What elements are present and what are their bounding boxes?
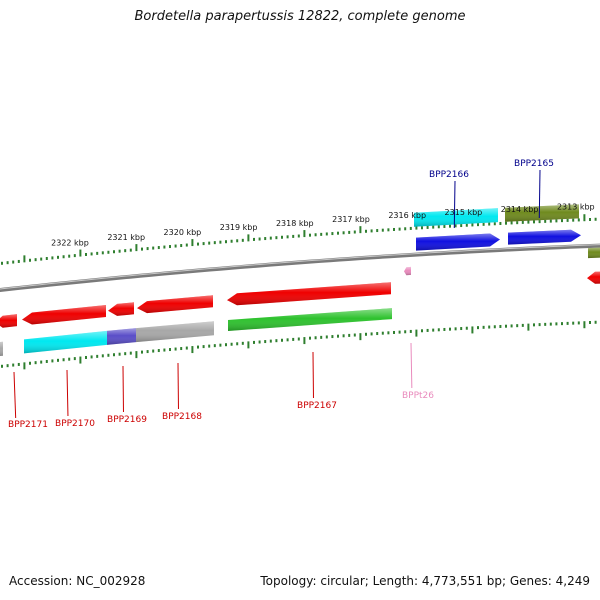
feature-olive-right (588, 247, 600, 259)
feature-gray (136, 321, 214, 343)
feature-gray-left (0, 341, 3, 357)
gene-leader-line (538, 169, 541, 219)
ruler-label: 2321 kbp (107, 233, 145, 242)
genome-summary-text: Topology: circular; Length: 4,773,551 bp… (260, 574, 590, 588)
gene-leader-line (13, 371, 17, 419)
feature-cyan-2-shade (414, 208, 498, 227)
gene-bpp2167 (227, 282, 391, 306)
trna-bppt26-shade (404, 266, 411, 276)
ruler-label: 2314 kbp (501, 205, 539, 214)
ruler-label: 2315 kbp (445, 208, 483, 217)
feature-green-shade (228, 308, 392, 331)
gene-bpp2170-shade (22, 305, 106, 325)
trna-bppt26 (404, 266, 411, 276)
gene-bpp2164-shade (587, 271, 600, 284)
feature-purple-shade (107, 328, 136, 345)
ruler-label: 2320 kbp (164, 228, 202, 237)
gene-bpp2170 (22, 305, 106, 325)
gene-bpp2169-shade (108, 302, 134, 316)
feature-gray-shade (136, 321, 214, 343)
gene-bpp2166-shade (416, 233, 500, 251)
accession-text: Accession: NC_002928 (9, 574, 146, 588)
genome-title: Bordetella parapertussis 12822, complete… (134, 9, 466, 24)
gene-leader-line (453, 180, 456, 229)
gene-bpp2164 (587, 271, 600, 284)
gene-leader-line (66, 369, 69, 417)
feature-cyan-1-shade (24, 330, 107, 354)
gene-label: BPP2165 (514, 159, 554, 169)
gene-bpp2168-shade (137, 295, 213, 314)
ruler-label: 2322 kbp (51, 239, 89, 248)
feature-cyan-2 (414, 208, 498, 227)
genome-backbone-highlight (0, 244, 600, 290)
ruler-label: 2316 kbp (388, 211, 426, 220)
feature-cyan-1 (24, 330, 107, 354)
gene-label: BPP2169 (107, 415, 147, 425)
ruler-label: 2318 kbp (276, 219, 314, 228)
gene-leader-line (410, 342, 413, 389)
gene-bpp2168 (137, 295, 213, 314)
gene-bpp2166 (416, 233, 500, 251)
feature-gray-left-shade (0, 341, 3, 357)
ruler-label: 2319 kbp (220, 223, 258, 232)
feature-olive-right-shade (588, 247, 600, 259)
feature-olive (505, 204, 579, 222)
gene-bpp2171 (0, 314, 17, 328)
gene-label: BPPt26 (402, 391, 434, 401)
genome-backbone (0, 243, 600, 293)
feature-olive-shade (505, 204, 579, 222)
gene-label: BPP2166 (429, 170, 469, 180)
gene-bpp2165 (508, 229, 581, 245)
gene-label: BPP2170 (55, 419, 95, 429)
gene-bpp2167-shade (227, 282, 391, 306)
feature-purple (107, 328, 136, 345)
feature-green (228, 308, 392, 331)
gene-label: BPP2167 (297, 401, 337, 411)
gene-bpp2171-shade (0, 314, 17, 328)
gene-label: BPP2171 (8, 420, 48, 430)
ruler-label: 2317 kbp (332, 215, 370, 224)
ruler-label: 2313 kbp (557, 203, 595, 212)
gene-label: BPP2168 (162, 412, 202, 422)
gene-bpp2165-shade (508, 229, 581, 245)
gene-bpp2169 (108, 302, 134, 316)
